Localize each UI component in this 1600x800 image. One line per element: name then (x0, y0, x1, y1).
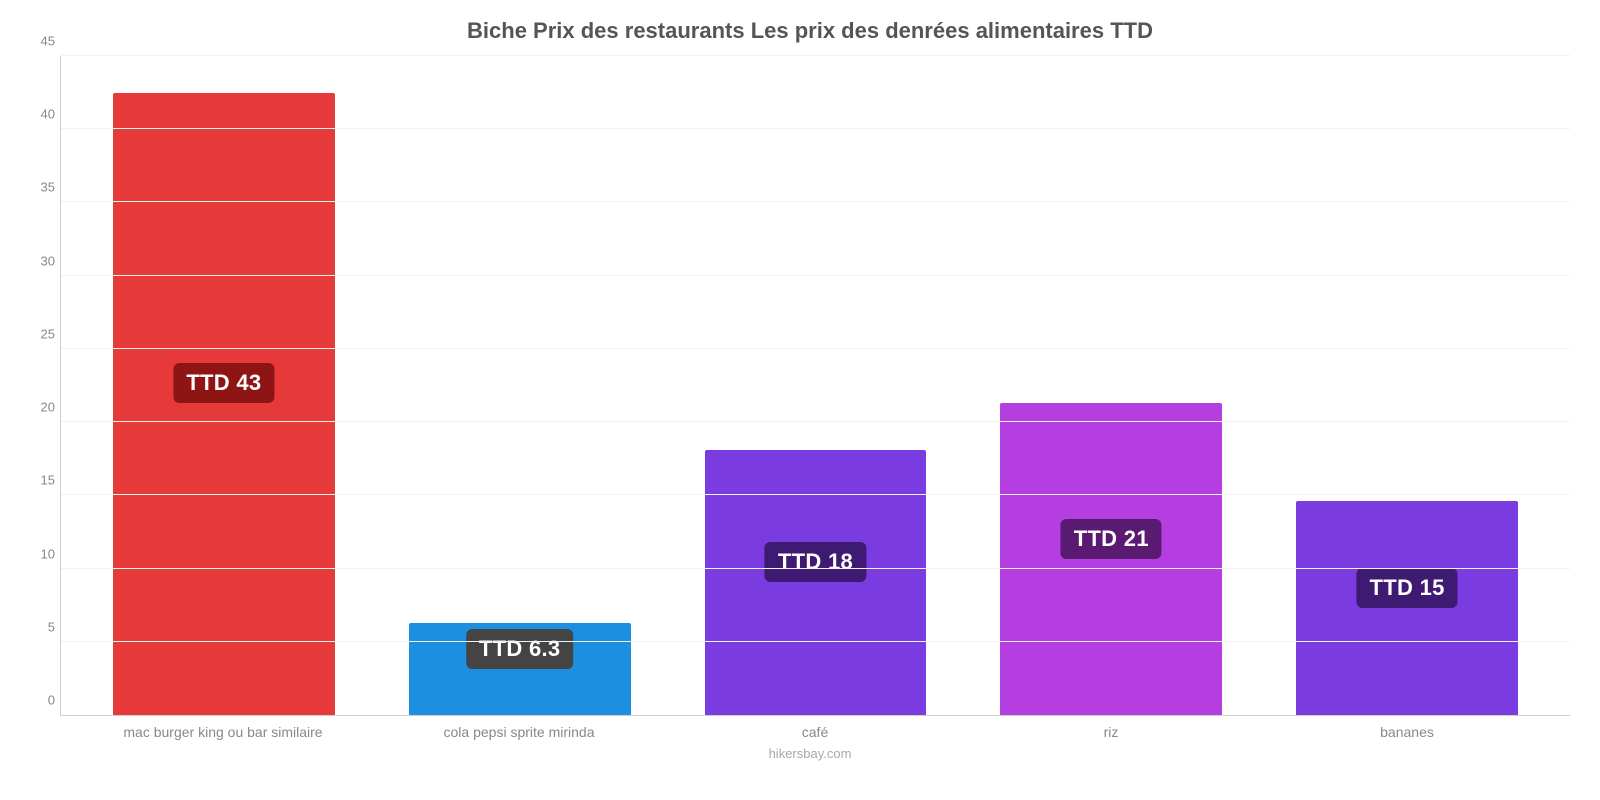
x-tick-label: bananes (1259, 724, 1555, 740)
gridline (61, 494, 1570, 495)
y-tick-label: 15 (21, 473, 55, 488)
x-axis-labels: mac burger king ou bar similairecola pep… (60, 724, 1570, 740)
gridline (61, 55, 1570, 56)
gridline (61, 568, 1570, 569)
x-tick-label: mac burger king ou bar similaire (75, 724, 371, 740)
bars-container: TTD 43 TTD 6.3 TTD 18 TTD 21 TTD 15 (61, 56, 1570, 715)
bar (705, 450, 927, 715)
x-tick-label: café (667, 724, 963, 740)
bar (1000, 403, 1222, 715)
y-tick-label: 30 (21, 253, 55, 268)
y-tick-label: 40 (21, 107, 55, 122)
value-badge: TTD 18 (765, 542, 866, 582)
y-tick-label: 10 (21, 546, 55, 561)
bar-slot: TTD 21 (963, 56, 1259, 715)
x-tick-label: cola pepsi sprite mirinda (371, 724, 667, 740)
bar-slot: TTD 6.3 (372, 56, 668, 715)
bar (1296, 501, 1518, 715)
y-tick-label: 0 (21, 693, 55, 708)
y-tick-label: 20 (21, 400, 55, 415)
bar-slot: TTD 18 (668, 56, 964, 715)
y-tick-label: 5 (21, 619, 55, 634)
value-badge: TTD 43 (173, 363, 274, 403)
gridline (61, 641, 1570, 642)
y-tick-label: 45 (21, 34, 55, 49)
y-tick-label: 25 (21, 326, 55, 341)
gridline (61, 201, 1570, 202)
x-tick-label: riz (963, 724, 1259, 740)
gridline (61, 348, 1570, 349)
gridline (61, 275, 1570, 276)
bar-slot: TTD 43 (76, 56, 372, 715)
price-bar-chart: Biche Prix des restaurants Les prix des … (0, 0, 1600, 800)
value-badge: TTD 15 (1357, 568, 1458, 608)
plot-area: TTD 43TTD 6.3TTD 18TTD 21TTD 15 05101520… (60, 56, 1570, 716)
gridline (61, 421, 1570, 422)
gridline (61, 128, 1570, 129)
bar (113, 93, 335, 715)
credit-text: hikersbay.com (50, 746, 1570, 761)
bar-slot: TTD 15 (1259, 56, 1555, 715)
y-tick-label: 35 (21, 180, 55, 195)
value-badge: TTD 21 (1061, 519, 1162, 559)
value-badge: TTD 6.3 (466, 629, 574, 669)
chart-title: Biche Prix des restaurants Les prix des … (50, 18, 1570, 44)
